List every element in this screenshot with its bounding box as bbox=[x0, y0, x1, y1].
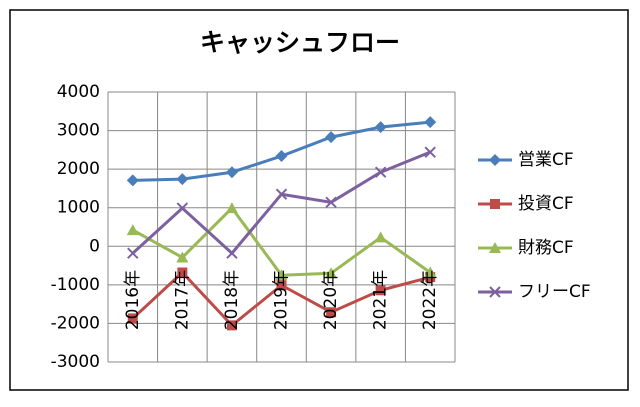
marker bbox=[177, 267, 188, 278]
y-tick-label: 1000 bbox=[57, 198, 100, 218]
x-tick-label: 2016年 bbox=[123, 270, 143, 330]
y-tick-label: 3000 bbox=[57, 121, 100, 141]
marker bbox=[489, 242, 501, 253]
marker bbox=[489, 154, 501, 166]
legend-label: フリーCF bbox=[518, 282, 591, 302]
marker bbox=[326, 307, 337, 318]
x-tick-label: 2020年 bbox=[321, 270, 341, 330]
marker bbox=[275, 150, 288, 163]
marker bbox=[374, 231, 387, 243]
x-tick-label: 2018年 bbox=[222, 270, 242, 330]
marker bbox=[424, 146, 436, 158]
marker bbox=[226, 320, 237, 331]
y-tick-label: -2000 bbox=[51, 313, 100, 333]
marker bbox=[275, 188, 288, 200]
chart-title: キャッシュフロー bbox=[200, 28, 400, 57]
marker bbox=[325, 196, 337, 209]
x-tick-label: 2022年 bbox=[420, 270, 440, 330]
marker bbox=[490, 199, 500, 209]
marker bbox=[225, 166, 238, 179]
y-tick-label: -1000 bbox=[51, 275, 100, 295]
marker bbox=[225, 202, 238, 214]
x-tick-label: 2021年 bbox=[371, 270, 391, 330]
marker bbox=[325, 131, 338, 144]
marker bbox=[127, 247, 139, 259]
marker bbox=[176, 173, 189, 186]
marker bbox=[374, 166, 387, 178]
marker bbox=[176, 202, 189, 214]
marker bbox=[226, 247, 238, 259]
marker bbox=[176, 251, 189, 263]
marker bbox=[374, 121, 387, 134]
marker bbox=[275, 269, 288, 281]
marker bbox=[424, 116, 437, 129]
legend-label: 営業CF bbox=[518, 150, 574, 170]
y-tick-label: 2000 bbox=[57, 159, 100, 179]
x-tick-label: 2017年 bbox=[172, 270, 192, 330]
marker bbox=[127, 313, 138, 324]
marker bbox=[276, 280, 287, 291]
y-tick-label: -3000 bbox=[51, 352, 100, 372]
marker bbox=[489, 286, 501, 298]
y-tick-label: 4000 bbox=[57, 82, 100, 102]
legend-label: 投資CF bbox=[518, 194, 574, 214]
marker bbox=[126, 224, 139, 236]
marker bbox=[325, 267, 338, 279]
x-tick-label: 2019年 bbox=[272, 270, 292, 330]
marker bbox=[126, 174, 139, 187]
marker bbox=[375, 285, 386, 296]
y-tick-label: 0 bbox=[89, 236, 100, 256]
legend-label: 財務CF bbox=[518, 238, 574, 258]
marker bbox=[424, 266, 437, 278]
